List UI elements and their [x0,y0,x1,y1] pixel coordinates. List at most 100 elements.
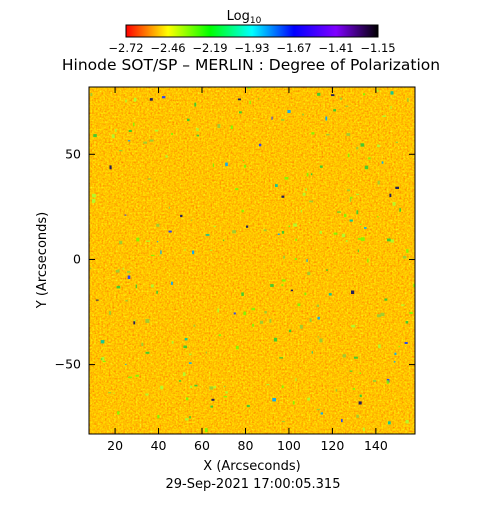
polarization-feature [319,230,322,234]
polarization-feature [101,356,105,361]
polarization-feature [156,241,159,243]
polarization-feature [297,303,301,307]
polarization-feature [360,223,362,225]
polarization-feature [223,385,226,388]
polarization-feature [382,115,386,117]
polarization-feature [146,240,150,242]
polarization-feature [281,284,284,287]
polarization-feature [171,281,173,285]
polarization-feature [326,133,330,136]
polarization-feature [127,140,131,142]
polarization-feature [373,379,377,382]
polarization-feature [135,284,137,289]
polarization-feature [259,320,264,324]
polarization-feature [115,129,117,132]
polarization-feature [272,398,276,402]
polarization-feature [109,165,112,170]
colorbar-tick-label: −2.46 [150,41,185,55]
polarization-feature [335,389,338,392]
colorbar-label-sub: 10 [250,16,262,26]
observation-timestamp: 29-Sep-2021 17:00:05.315 [166,477,341,492]
polarization-feature [386,380,389,384]
polarization-feature [377,216,379,218]
polarization-feature [136,237,140,242]
polarization-feature [165,155,168,158]
polarization-feature [279,357,283,359]
polarization-feature [194,102,197,107]
polarization-feature [184,338,188,341]
polarization-feature [263,229,267,232]
polarization-feature [145,393,149,396]
polarization-feature [364,165,369,170]
polarization-feature [189,416,191,419]
polarization-feature [387,238,391,242]
polarization-feature [194,384,198,387]
colorbar [125,24,379,38]
polarization-feature [356,193,360,196]
polarization-feature [364,227,367,229]
polarization-feature [277,233,280,235]
x-axis-label: X (Arcseconds) [203,459,300,474]
polarization-feature [188,362,192,364]
polarization-feature [341,419,343,423]
polarization-feature [333,109,336,112]
polarization-feature [381,161,384,164]
polarization-feature [168,206,170,209]
polarization-feature [145,351,150,354]
polarization-feature [360,237,365,241]
polarization-feature [159,254,161,256]
polarization-feature [287,110,291,113]
polarization-feature [156,290,158,294]
polarization-feature [182,372,186,377]
polarization-feature [217,308,219,313]
polarization-feature [281,385,284,388]
polarization-feature [281,119,285,121]
polarization-feature [108,392,112,394]
polarization-feature [341,233,346,238]
polarization-feature [319,338,323,343]
polarization-feature [337,211,341,213]
polarization-feature [92,193,96,198]
polarization-feature [352,388,355,390]
polarization-feature [258,143,262,147]
polarization-feature [205,234,210,236]
y-axis-ticks: 50 0 −50 [55,146,415,372]
polarization-feature [359,394,362,398]
polarization-feature [213,386,216,389]
polarization-feature [349,198,352,202]
polarization-feature [237,98,241,101]
polarization-feature [310,173,313,176]
x-tick-label: 60 [194,438,210,453]
polarization-feature [359,372,361,374]
colorbar-tick-label: −2.72 [108,41,143,55]
polarization-feature [186,397,189,401]
polarization-feature [320,412,323,415]
polarization-feature [357,249,359,253]
polarization-feature [346,133,351,136]
colorbar-tick-labels: −2.72 −2.46 −2.19 −1.93 −1.67 −1.41 −1.15 [108,41,395,55]
polarization-feature [281,231,285,234]
polarization-feature [376,89,379,92]
polarization-feature [349,219,353,222]
polarization-feature [281,279,286,282]
y-tick-label: −50 [55,357,81,372]
polarization-feature [288,329,292,333]
polarization-feature [377,314,381,318]
polarization-feature [349,370,353,372]
polarization-feature [190,385,193,388]
polarization-feature [232,230,236,234]
y-tick-label: 50 [65,146,81,161]
polarization-feature [367,258,369,263]
polarization-feature [90,93,93,97]
polarization-feature [398,345,400,348]
polarization-feature [302,192,306,196]
polarization-feature [389,193,392,198]
polarization-feature [360,143,365,147]
polarization-feature [95,299,99,301]
polarization-feature [113,392,115,394]
polarization-feature [405,420,409,424]
polarization-feature [273,337,278,342]
polarization-feature [378,344,381,349]
polarization-feature [302,113,304,116]
plot-frame [88,86,416,435]
